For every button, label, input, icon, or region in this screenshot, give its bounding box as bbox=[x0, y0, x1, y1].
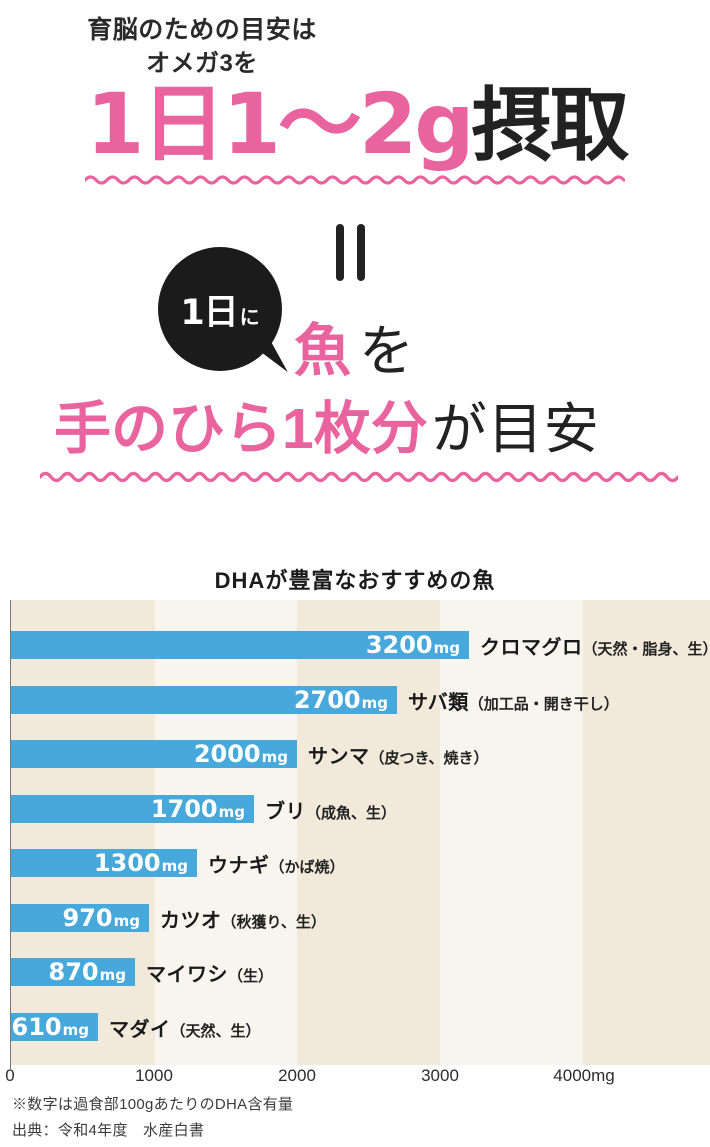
bar-value: 2700 bbox=[293, 686, 361, 714]
headline-line-2: オメガ3を bbox=[146, 49, 258, 77]
fish-label: マイワシ （生） bbox=[146, 958, 273, 987]
fish-note: （秋獲り、生） bbox=[221, 913, 326, 931]
fish-name: カツオ bbox=[160, 909, 222, 932]
chart-title: DHAが豊富なおすすめの魚 bbox=[214, 568, 496, 593]
fish-note: （成魚、生） bbox=[306, 804, 397, 822]
equals-icon bbox=[336, 224, 366, 282]
bar-value: 970 bbox=[62, 904, 113, 932]
bubble-text-main: 1日 bbox=[180, 292, 238, 333]
dha-bar: 1300 mg bbox=[10, 849, 197, 877]
fish-label: クロマグロ （天然・脂身、生） bbox=[480, 631, 710, 660]
chart-bar-row: 970 mg カツオ （秋獲り、生） bbox=[10, 904, 326, 932]
bar-value: 1700 bbox=[150, 795, 218, 823]
fish-word: 魚 bbox=[294, 319, 351, 383]
x-axis-tick: 2000 bbox=[278, 1066, 316, 1085]
palm-amount: 手のひら1枚分 bbox=[54, 397, 428, 461]
intake-headline: 1日1〜2g 摂取 bbox=[86, 75, 629, 173]
x-axis-tick: 4000mg bbox=[553, 1066, 615, 1085]
chart-bar-row: 870 mg マイワシ （生） bbox=[10, 958, 273, 986]
fish-name: マイワシ bbox=[146, 963, 228, 986]
fish-particle: を bbox=[359, 320, 415, 382]
bar-unit: mg bbox=[113, 912, 140, 930]
x-axis: 0 1000 2000 3000 4000mg bbox=[5, 1066, 710, 1088]
dha-bar: 1700 mg bbox=[10, 795, 254, 823]
fish-label: マダイ （天然、生） bbox=[109, 1013, 261, 1042]
fish-label: ブリ （成魚、生） bbox=[265, 795, 396, 824]
bar-value: 1300 bbox=[93, 849, 161, 877]
x-axis-tick: 0 bbox=[5, 1066, 15, 1085]
speech-bubble: 1日 に bbox=[158, 247, 282, 371]
fish-label: サンマ （皮つき、焼き） bbox=[308, 740, 488, 769]
chart-bar-row: 1300 mg ウナギ （かば焼） bbox=[10, 849, 345, 877]
bar-value: 3200 bbox=[365, 631, 433, 659]
footnote-source: 出典：令和4年度 水産白書 bbox=[12, 1122, 205, 1139]
bar-value: 610 bbox=[11, 1013, 62, 1041]
x-axis-tick: 1000 bbox=[135, 1066, 173, 1085]
dha-bar: 870 mg bbox=[10, 958, 135, 986]
fish-label: サバ類 （加工品・開き干し） bbox=[408, 686, 619, 715]
bubble-text-small: に bbox=[239, 304, 260, 329]
fish-name: サバ類 bbox=[408, 691, 469, 714]
chart-bar-row: 3200 mg クロマグロ （天然・脂身、生） bbox=[10, 631, 710, 659]
bar-unit: mg bbox=[99, 966, 126, 984]
dha-bar: 2000 mg bbox=[10, 740, 297, 768]
chart-bar-row: 610 mg マダイ （天然、生） bbox=[10, 1013, 261, 1041]
bar-unit: mg bbox=[218, 803, 245, 821]
dha-bar: 970 mg bbox=[10, 904, 149, 932]
intake-verb: 摂取 bbox=[471, 79, 629, 172]
fish-note: （天然・脂身、生） bbox=[582, 640, 710, 658]
dha-bar: 2700 mg bbox=[10, 686, 397, 714]
dha-bar: 3200 mg bbox=[10, 631, 469, 659]
fish-name: マダイ bbox=[109, 1018, 171, 1041]
bar-value: 870 bbox=[48, 958, 99, 986]
fish-note: （天然、生） bbox=[170, 1022, 261, 1040]
headline-line-1: 育脳のための目安は bbox=[87, 16, 317, 44]
fish-label: ウナギ （かば焼） bbox=[208, 849, 345, 878]
fish-name: ウナギ bbox=[208, 854, 270, 877]
footnote-note: ※数字は過食部100gあたりのDHA含有量 bbox=[12, 1096, 294, 1113]
bar-unit: mg bbox=[361, 694, 388, 712]
palm-suffix: が目安 bbox=[431, 398, 600, 460]
bar-unit: mg bbox=[433, 639, 460, 657]
fish-name: サンマ bbox=[308, 745, 370, 768]
fish-note: （皮つき、焼き） bbox=[369, 749, 489, 767]
y-axis-line bbox=[10, 600, 11, 1071]
fish-name: ブリ bbox=[265, 800, 306, 823]
palm-phrase: 手のひら1枚分 が目安 bbox=[54, 398, 600, 461]
bubble-text: 1日 に bbox=[180, 284, 259, 335]
bar-unit: mg bbox=[62, 1021, 89, 1039]
bar-value: 2000 bbox=[193, 740, 261, 768]
chart-bar-row: 2000 mg サンマ （皮つき、焼き） bbox=[10, 740, 488, 768]
intake-amount: 1日1〜2g bbox=[86, 75, 474, 173]
wavy-underline-top bbox=[85, 175, 625, 185]
bar-unit: mg bbox=[261, 748, 288, 766]
bar-unit: mg bbox=[161, 857, 188, 875]
fish-label: カツオ （秋獲り、生） bbox=[160, 904, 326, 933]
wavy-underline-bottom bbox=[40, 471, 678, 483]
fish-note: （生） bbox=[228, 967, 274, 985]
chart-bar-row: 2700 mg サバ類 （加工品・開き干し） bbox=[10, 686, 619, 714]
x-axis-tick: 3000 bbox=[421, 1066, 459, 1085]
dha-bar: 610 mg bbox=[10, 1013, 98, 1041]
fish-note: （かば焼） bbox=[269, 858, 345, 876]
fish-note: （加工品・開き干し） bbox=[468, 695, 619, 713]
chart-bar-row: 1700 mg ブリ （成魚、生） bbox=[10, 795, 396, 823]
headline-block: 育脳のための目安は オメガ3を bbox=[84, 14, 320, 80]
chart-plot-area: 3200 mg クロマグロ （天然・脂身、生） 2700 mg サバ類 （加工品・開き干し） 2… bbox=[10, 600, 710, 1065]
fish-name: クロマグロ bbox=[480, 636, 583, 659]
fish-phrase: 魚 を bbox=[294, 323, 414, 380]
